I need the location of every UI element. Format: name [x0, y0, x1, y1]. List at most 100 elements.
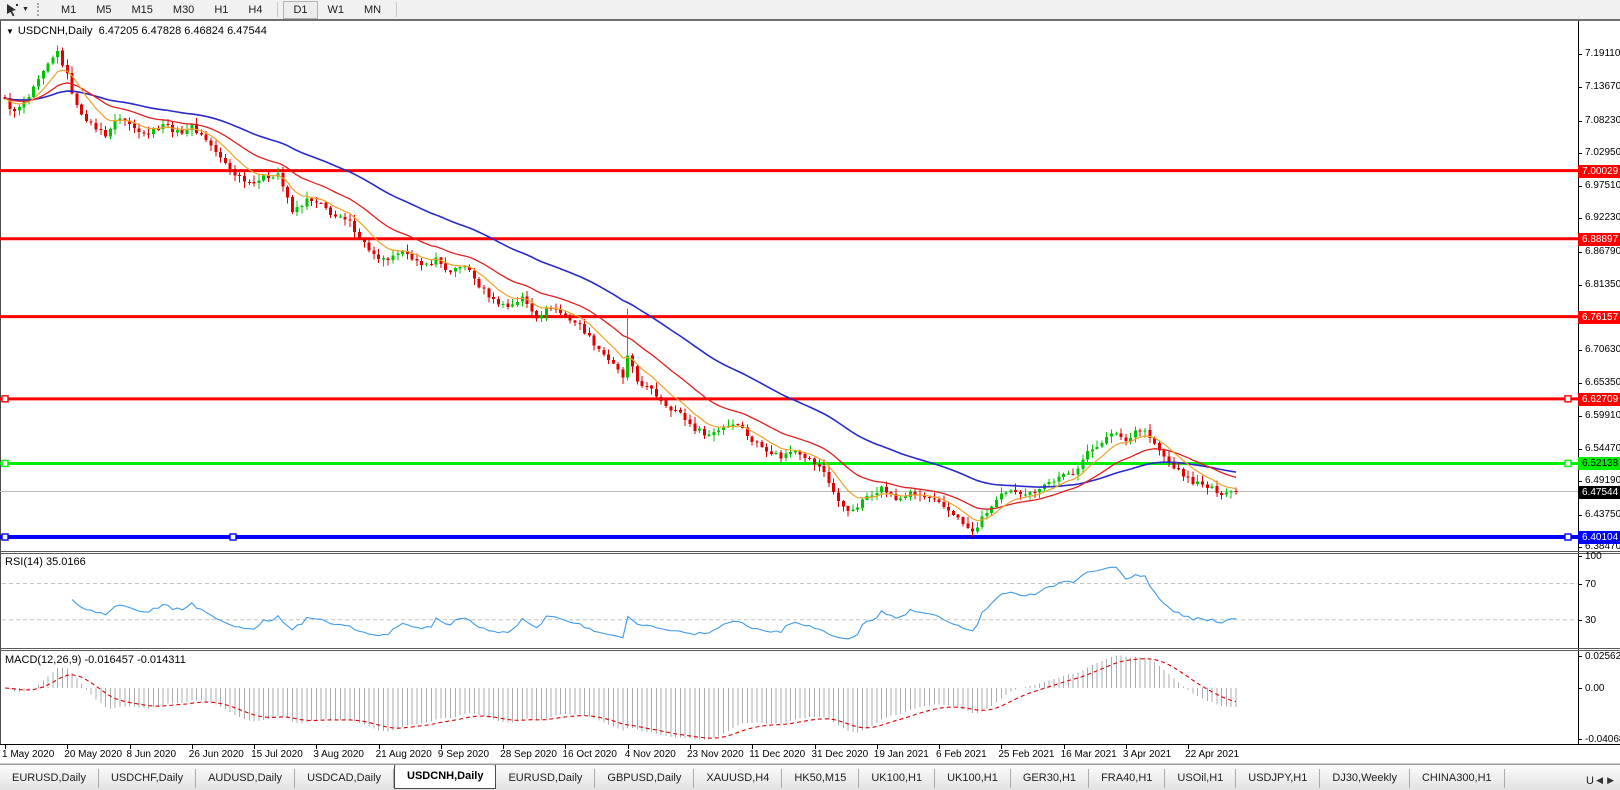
- price-tick-label: 6.49190: [1585, 475, 1620, 487]
- date-label: 6 Feb 2021: [936, 749, 987, 760]
- horizontal-lines: [0, 169, 1578, 540]
- date-tick: [5, 745, 6, 749]
- chart-bottom-border: [0, 744, 1620, 745]
- price-tag-6.88897: 6.88897: [1578, 232, 1620, 246]
- price-tick-label: 6.43750: [1585, 508, 1620, 520]
- tab-scroll-arrows: ◀▶: [1596, 775, 1618, 786]
- date-tick: [876, 745, 878, 749]
- date-axis[interactable]: 1 May 2020 20 May 2020 8 Jun 2020 26 Jun 20…: [0, 745, 1620, 763]
- price-tick: [1578, 481, 1582, 483]
- chart-tab-fra40-h1[interactable]: FRA40,H1: [1089, 769, 1166, 788]
- timeframe-mn[interactable]: MN: [364, 3, 382, 16]
- timeframe-m1[interactable]: M1: [60, 3, 77, 16]
- toolbar-separator: [396, 2, 398, 17]
- date-tick: [67, 745, 69, 749]
- line-handle[interactable]: [1564, 459, 1572, 468]
- price-tick-label: 7.13670: [1585, 81, 1620, 93]
- chart-tab-audusd-daily[interactable]: AUDUSD,Daily: [196, 769, 296, 788]
- tabbar-divider: [0, 763, 1620, 764]
- pane-separator[interactable]: [0, 553, 1620, 554]
- toolbar-separator: [277, 2, 279, 17]
- chevron-down-icon[interactable]: ▼: [22, 6, 29, 13]
- price-tick-label: 7.08230: [1585, 114, 1620, 126]
- macd-tick-label: -0.040687: [1585, 733, 1620, 745]
- cursor-tool-icon[interactable]: [2, 2, 22, 18]
- triangle-down-icon[interactable]: ▼: [6, 27, 14, 36]
- price-tick: [1578, 449, 1582, 451]
- pane-separator[interactable]: [0, 551, 1620, 552]
- macd-histogram: [9, 655, 1237, 740]
- timeframe-m15[interactable]: M15: [131, 3, 153, 16]
- price-tick: [1578, 415, 1582, 417]
- pane-separator[interactable]: [0, 650, 1620, 651]
- macd-values: -0.016457 -0.014311: [84, 654, 186, 666]
- chart-tab-uk100-h1[interactable]: UK100,H1: [859, 769, 936, 788]
- line-handle[interactable]: [1, 395, 9, 403]
- rsi-tick-label: 100: [1585, 551, 1602, 563]
- cursor-tool-glyph: [7, 3, 18, 16]
- date-label: 26 Jun 2020: [188, 749, 244, 760]
- toolbar-grip[interactable]: [36, 3, 43, 16]
- date-tick: [1001, 745, 1003, 749]
- pane-separator[interactable]: [0, 648, 1620, 649]
- price-tick: [1578, 284, 1582, 286]
- line-handle[interactable]: [1, 459, 9, 468]
- price-tag-7.00029: 7.00029: [1578, 164, 1620, 178]
- timeframe-d1[interactable]: D1: [283, 0, 318, 19]
- timeframe-h1[interactable]: H1: [214, 3, 229, 16]
- arrow-right-icon[interactable]: ▶: [1607, 775, 1618, 785]
- timeframe-buttons: M1 M5 M15 M30 H1 H4 D1 W1 MN: [51, 0, 402, 19]
- chart-plot-area[interactable]: [0, 20, 1579, 745]
- price-tag-6.40104: 6.40104: [1578, 531, 1620, 544]
- date-label: 16 Mar 2021: [1060, 749, 1117, 760]
- date-tick: [1063, 745, 1065, 749]
- chart-tab-usdjpy-h1[interactable]: USDJPY,H1: [1236, 769, 1321, 788]
- chart-tab-usoil-h1[interactable]: USOil,H1: [1165, 769, 1237, 788]
- price-tick: [1578, 547, 1582, 548]
- tab-overflow-label[interactable]: U: [1586, 775, 1594, 787]
- timeframe-m30[interactable]: M30: [172, 3, 195, 16]
- chart-tab-eurusd-daily[interactable]: EURUSD,Daily: [496, 769, 596, 788]
- chart-tab-dj30-weekly[interactable]: DJ30,Weekly: [1320, 769, 1410, 788]
- chart-tab-gbpusd-daily[interactable]: GBPUSD,Daily: [595, 769, 695, 788]
- date-tick: [316, 745, 318, 749]
- line-handle[interactable]: [1564, 533, 1572, 541]
- line-handle[interactable]: [1564, 395, 1572, 403]
- ma-slow-line: [4, 90, 1237, 488]
- line-handle[interactable]: [229, 533, 237, 541]
- price-tag-6.62709: 6.62709: [1578, 392, 1620, 406]
- price-tag-6.76157: 6.76157: [1578, 310, 1620, 324]
- macd-tick: [1578, 738, 1582, 740]
- arrow-left-icon[interactable]: ◀: [1596, 775, 1608, 785]
- rsi-tick: [1578, 583, 1582, 585]
- price-tag-6.52138: 6.52138: [1578, 457, 1620, 471]
- chart-window-top-border: [0, 19, 1620, 21]
- rsi-tick-label: 30: [1585, 614, 1597, 626]
- date-label: 19 Jan 2021: [873, 749, 929, 760]
- chart-tab-china300-h1[interactable]: CHINA300,H1: [1410, 769, 1505, 788]
- date-tick: [378, 745, 380, 749]
- date-tick: [440, 745, 442, 749]
- ohlc-values: 6.47205 6.47828 6.46824 6.47544: [98, 25, 267, 37]
- symbol-period-label: USDCNH,Daily: [17, 25, 93, 37]
- timeframe-w1[interactable]: W1: [327, 3, 345, 16]
- chart-tab-uk100-h1[interactable]: UK100,H1: [935, 769, 1011, 788]
- macd-tick-label: 0.00: [1585, 683, 1605, 694]
- chart-window-left-border: [0, 21, 1, 745]
- price-tick: [1578, 87, 1582, 89]
- chart-tab-hk50-m15[interactable]: HK50,M15: [782, 769, 860, 788]
- timeframe-h4[interactable]: H4: [248, 3, 263, 16]
- date-label: 25 Feb 2021: [998, 749, 1055, 760]
- chart-tab-eurusd-daily[interactable]: EURUSD,Daily: [0, 769, 99, 788]
- line-handle[interactable]: [1, 533, 9, 541]
- chart-tab-xauusd-h4[interactable]: XAUUSD,H4: [694, 769, 783, 788]
- current-price-tag: 6.47544: [1578, 485, 1620, 499]
- chart-tab-ger30-h1[interactable]: GER30,H1: [1011, 769, 1090, 788]
- chart-tab-usdcnh-daily[interactable]: USDCNH,Daily: [394, 765, 497, 789]
- timeframe-m5[interactable]: M5: [96, 3, 112, 16]
- macd-tick: [1578, 688, 1582, 689]
- date-tick: [191, 745, 193, 749]
- chart-tab-usdcad-daily[interactable]: USDCAD,Daily: [295, 769, 395, 788]
- date-label: 4 Nov 2020: [624, 749, 676, 760]
- chart-tab-usdchf-daily[interactable]: USDCHF,Daily: [99, 769, 197, 788]
